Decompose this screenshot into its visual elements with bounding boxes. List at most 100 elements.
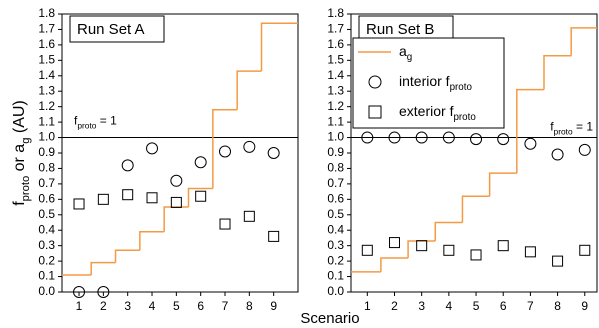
- y-tick-label: 1.4: [38, 68, 55, 82]
- y-tick-label: 1.2: [38, 99, 55, 113]
- square-marker: [470, 249, 482, 261]
- legend-box: [352, 37, 505, 129]
- square-marker: [388, 237, 400, 249]
- square-marker: [416, 240, 428, 252]
- step-segment: [139, 231, 165, 251]
- legend-swatch: [368, 105, 382, 119]
- x-tick-label: 2: [100, 299, 107, 313]
- y-tick-label: 1.5: [327, 53, 344, 67]
- x-tick-label: 8: [554, 299, 561, 313]
- y-axis-label: fproto or ag (AU): [11, 100, 32, 206]
- reference-label: fproto = 1: [74, 114, 117, 131]
- y-tick-label: 0.5: [38, 207, 55, 221]
- y-tick-label: 0.6: [327, 192, 344, 206]
- x-tick-label: 7: [527, 299, 534, 313]
- text-part: f: [550, 120, 554, 134]
- text-part: f: [74, 114, 78, 128]
- step-segment: [434, 221, 463, 242]
- subscript: proto: [450, 82, 473, 93]
- y-tick-label: 0.7: [327, 176, 344, 190]
- square-marker: [73, 198, 85, 210]
- x-tick-label: 2: [391, 299, 398, 313]
- step-segment: [114, 249, 140, 263]
- x-tick-label: 1: [364, 299, 371, 313]
- x-tick-label: 6: [500, 299, 507, 313]
- y-tick-label: 1.3: [327, 83, 344, 97]
- circle-marker: [121, 159, 134, 172]
- square-marker: [243, 210, 255, 222]
- circle-marker: [194, 156, 207, 169]
- y-tick-label: 1.8: [327, 6, 344, 20]
- circle-marker: [219, 145, 232, 158]
- circle-marker: [415, 131, 428, 144]
- subscript: proto: [20, 176, 32, 202]
- circle-marker: [267, 147, 280, 159]
- x-tick-label: 8: [246, 299, 253, 313]
- circle-marker: [170, 174, 183, 187]
- square-marker: [552, 255, 564, 267]
- x-tick-label: 6: [197, 299, 204, 313]
- square-marker: [361, 244, 373, 256]
- y-tick-label: 0.2: [327, 253, 344, 267]
- text-part: interior f: [399, 73, 450, 89]
- circle-marker: [243, 140, 256, 153]
- subscript: proto: [554, 127, 573, 137]
- x-tick-label: 4: [446, 299, 453, 313]
- y-tick-label: 1.7: [327, 22, 344, 36]
- square-marker: [195, 190, 207, 202]
- x-tick-label: 9: [270, 299, 277, 313]
- text-part: f: [11, 201, 28, 206]
- reference-label: fproto = 1: [550, 120, 593, 137]
- step-segment: [488, 172, 517, 197]
- square-marker: [219, 218, 231, 230]
- legend-swatch: [368, 75, 382, 89]
- y-tick-label: 0.8: [327, 161, 344, 175]
- step-segment: [380, 257, 409, 272]
- x-tick-label: 5: [173, 299, 180, 313]
- y-tick-label: 0.0: [327, 284, 344, 298]
- circle-marker: [73, 286, 86, 298]
- step-segment: [212, 109, 238, 189]
- chart-title: Run Set B: [366, 21, 434, 38]
- subscript: g: [20, 138, 32, 144]
- y-tick-label: 0.4: [38, 222, 55, 236]
- step-segment: [461, 195, 490, 223]
- circle-marker: [361, 131, 374, 144]
- square-marker: [443, 244, 455, 256]
- circle-marker: [497, 133, 510, 146]
- square-marker: [579, 244, 591, 256]
- step-segment: [187, 187, 213, 208]
- x-tick-label: 3: [418, 299, 425, 313]
- step-segment: [407, 240, 436, 259]
- x-tick-label: 9: [581, 299, 588, 313]
- step-segment: [570, 27, 597, 56]
- step-segment: [260, 22, 298, 72]
- y-tick-label: 0.8: [38, 161, 55, 175]
- legend-label: interior fproto: [399, 73, 472, 93]
- step-segment: [516, 88, 544, 174]
- step-segment: [163, 206, 189, 232]
- y-tick-label: 0.0: [38, 284, 55, 298]
- text-part: exterior f: [399, 103, 454, 119]
- circle-marker: [578, 143, 591, 156]
- title-box: [69, 15, 165, 43]
- subscript: g: [407, 52, 412, 63]
- circle-marker: [470, 133, 483, 146]
- y-tick-label: 1.2: [327, 99, 344, 113]
- subscript: proto: [77, 121, 96, 131]
- y-tick-label: 0.5: [327, 207, 344, 221]
- square-marker: [524, 246, 536, 258]
- x-tick-label: 7: [222, 299, 229, 313]
- chart-title: Run Set A: [77, 21, 145, 38]
- x-axis-label: Scenario: [300, 310, 359, 327]
- y-tick-label: 1.6: [38, 37, 55, 51]
- square-marker: [170, 196, 182, 208]
- plot-frame: [61, 13, 299, 293]
- y-tick-label: 0.6: [38, 192, 55, 206]
- x-tick-label: 1: [76, 299, 83, 313]
- circle-marker: [442, 131, 455, 144]
- y-tick-label: 1.8: [38, 6, 55, 20]
- y-tick-label: 0.9: [327, 145, 344, 159]
- y-tick-label: 1.1: [38, 114, 55, 128]
